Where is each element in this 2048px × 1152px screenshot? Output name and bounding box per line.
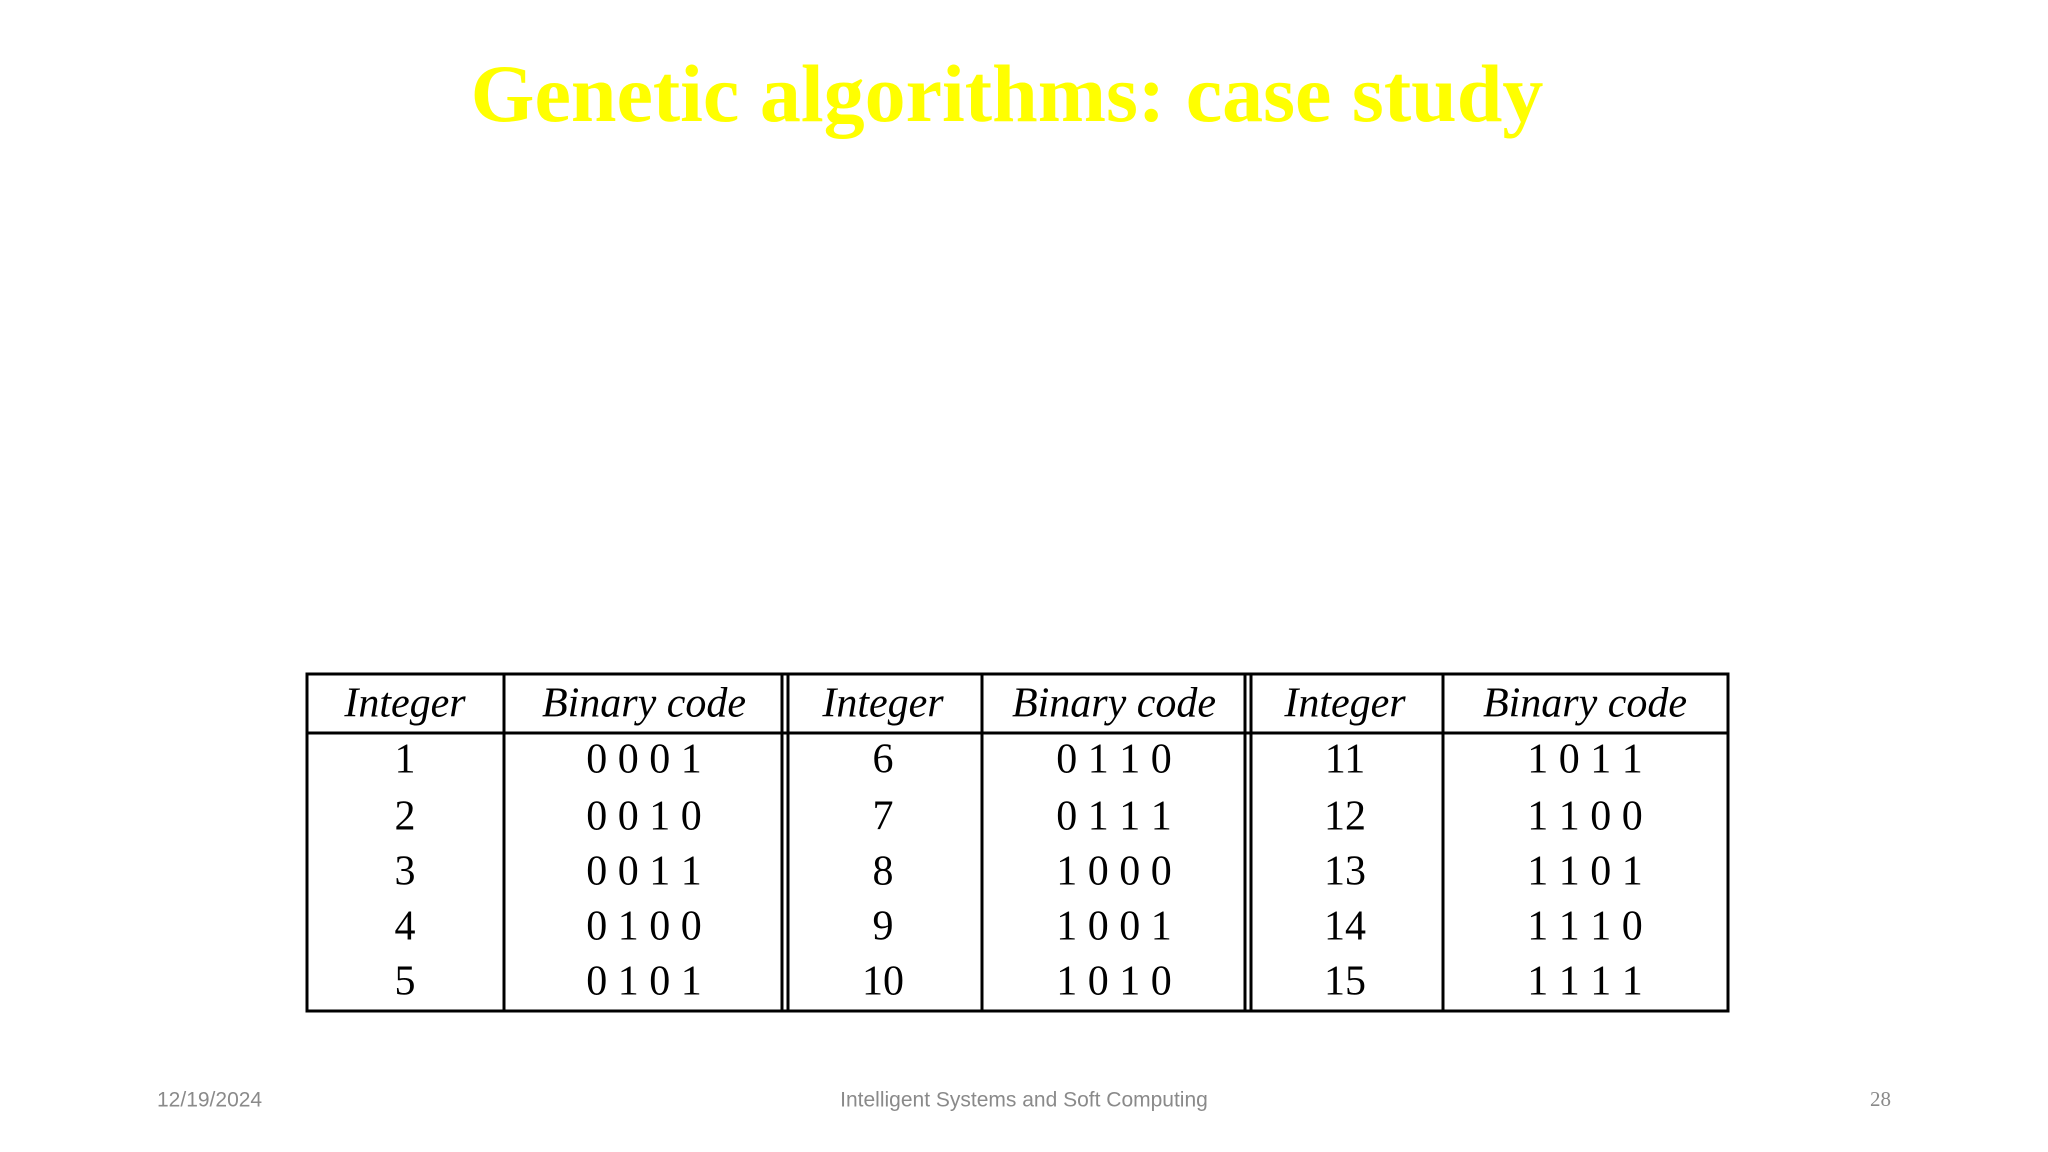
column-header: Integer bbox=[1283, 681, 1406, 727]
table-cell: 1 0 0 0 bbox=[1056, 849, 1172, 895]
table-cell: 14 bbox=[1324, 904, 1366, 950]
table-cell: 0 1 0 1 bbox=[586, 959, 702, 1005]
slide-title: Genetic algorithms: case study bbox=[471, 48, 1544, 139]
table-cell: 4 bbox=[395, 904, 416, 950]
table-border bbox=[305, 672, 1730, 1013]
table-cell: 0 1 0 0 bbox=[586, 904, 702, 950]
table-cell: 0 1 1 0 bbox=[1056, 737, 1172, 783]
table-cell: 9 bbox=[873, 904, 894, 950]
column-header: Integer bbox=[821, 681, 944, 727]
column-header: Integer bbox=[343, 681, 466, 727]
footer-page: 28 bbox=[1870, 1087, 1891, 1111]
table-cell: 1 1 0 1 bbox=[1527, 849, 1643, 895]
table-cell: 2 bbox=[395, 794, 416, 840]
table-cell: 11 bbox=[1325, 737, 1365, 783]
footer-date: 12/19/2024 bbox=[157, 1089, 262, 1112]
table-cell: 1 0 1 1 bbox=[1527, 737, 1643, 783]
table-cell: 13 bbox=[1324, 849, 1366, 895]
table-cell: 10 bbox=[862, 959, 904, 1005]
table-cell: 5 bbox=[395, 959, 416, 1005]
table-cell: 1 1 1 1 bbox=[1527, 959, 1643, 1005]
table-cell: 1 1 0 0 bbox=[1527, 794, 1643, 840]
table-cell: 1 0 0 1 bbox=[1056, 904, 1172, 950]
table-cell: 1 1 1 0 bbox=[1527, 904, 1643, 950]
table-cell: 0 0 1 0 bbox=[586, 794, 702, 840]
table-cell: 0 0 0 1 bbox=[586, 737, 702, 783]
column-header: Binary code bbox=[542, 681, 746, 727]
table-cell: 7 bbox=[873, 794, 894, 840]
table-cell: 6 bbox=[873, 737, 894, 783]
table: Integer Binary code Integer Binary code Inte… bbox=[305, 672, 1730, 1013]
table-cell: 0 1 1 1 bbox=[1056, 794, 1172, 840]
footer-course: Intelligent Systems and Soft Computing bbox=[840, 1089, 1208, 1112]
table-cell: 3 bbox=[395, 849, 416, 895]
table-cell: 0 0 1 1 bbox=[586, 849, 702, 895]
table-cell: 1 bbox=[395, 737, 416, 783]
table-cell: 1 0 1 0 bbox=[1056, 959, 1172, 1005]
column-header: Binary code bbox=[1483, 681, 1687, 727]
column-header: Binary code bbox=[1012, 681, 1216, 727]
table-cell: 15 bbox=[1324, 959, 1366, 1005]
table-cell: 8 bbox=[873, 849, 894, 895]
table-cell: 12 bbox=[1324, 794, 1366, 840]
